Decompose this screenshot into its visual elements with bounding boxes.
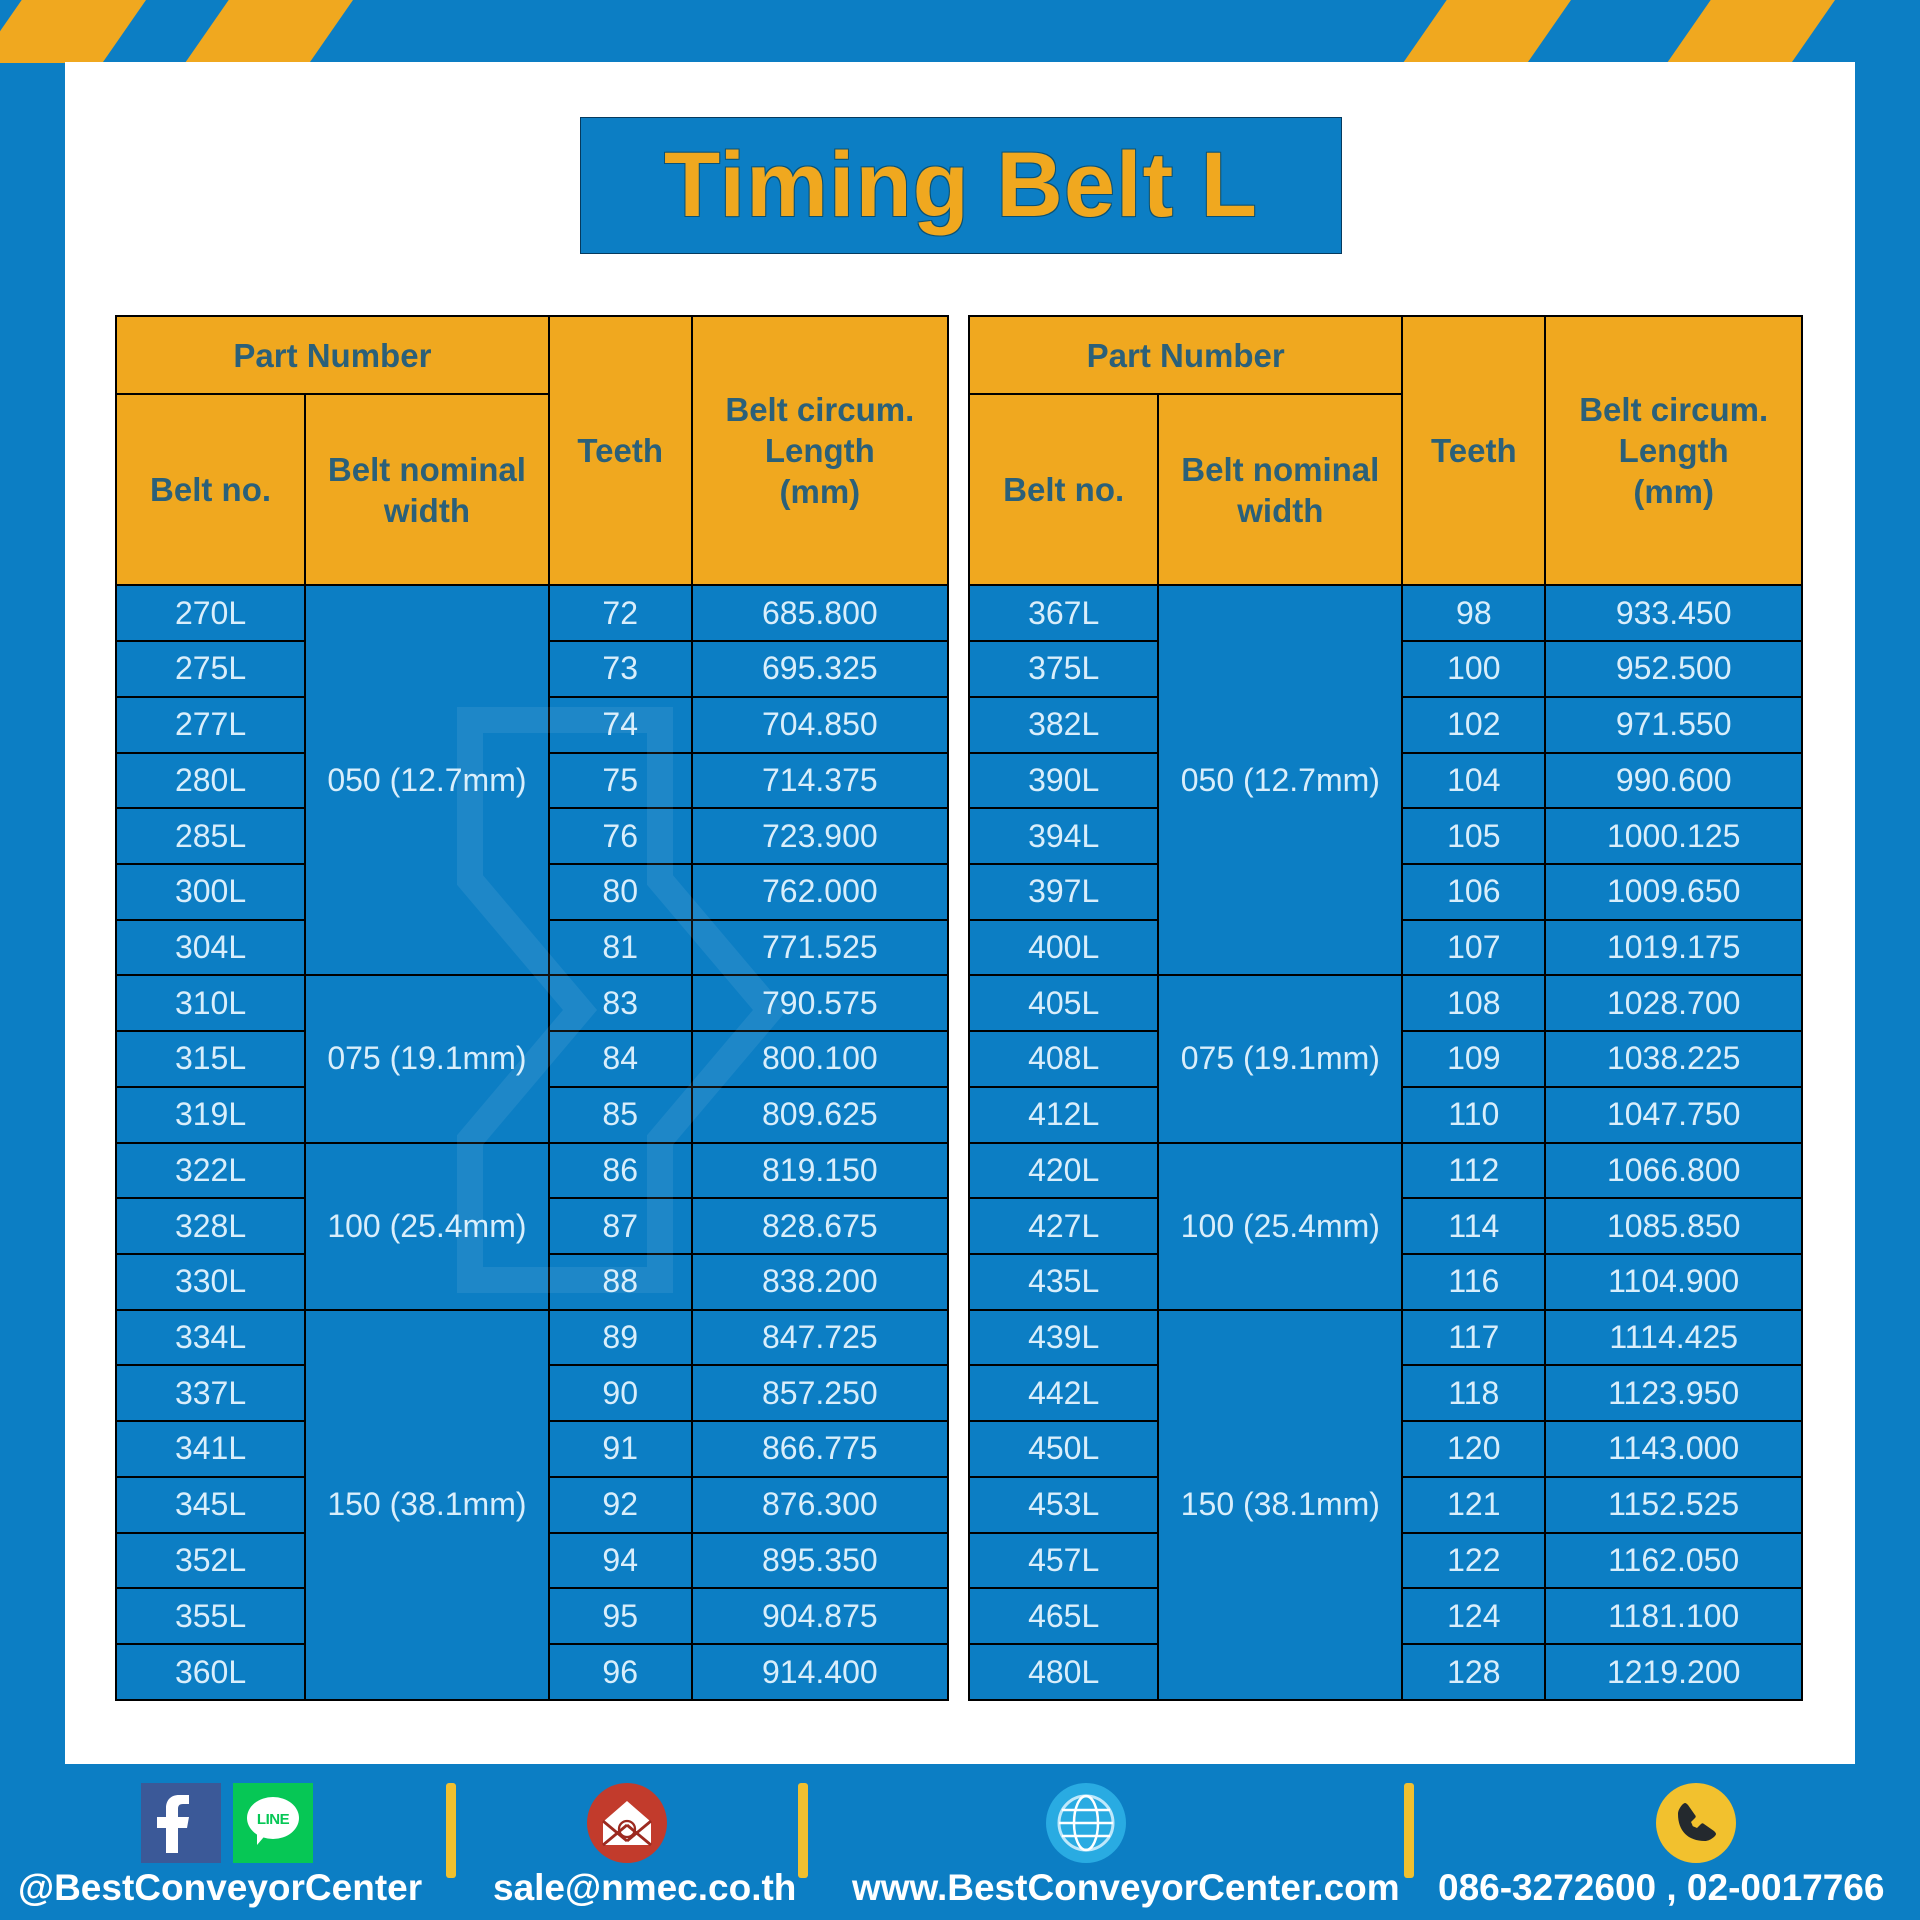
svg-text:LINE: LINE	[257, 1811, 290, 1828]
